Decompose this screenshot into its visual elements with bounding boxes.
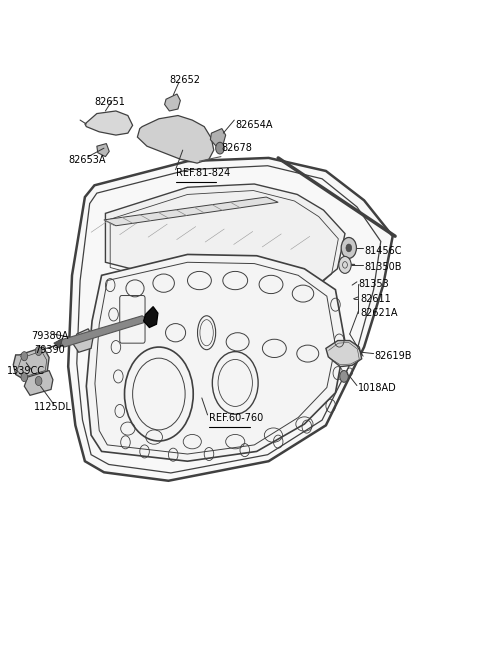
Text: 1018AD: 1018AD bbox=[359, 383, 397, 392]
Text: 1339CC: 1339CC bbox=[7, 366, 45, 376]
Circle shape bbox=[35, 377, 42, 386]
Polygon shape bbox=[59, 316, 149, 347]
Polygon shape bbox=[326, 341, 362, 367]
Text: REF.60-760: REF.60-760 bbox=[209, 413, 263, 422]
Polygon shape bbox=[86, 254, 345, 461]
Circle shape bbox=[340, 371, 348, 383]
Circle shape bbox=[341, 238, 357, 258]
Text: 82654A: 82654A bbox=[235, 121, 273, 130]
Polygon shape bbox=[210, 128, 226, 146]
Polygon shape bbox=[54, 339, 62, 348]
Text: 82619B: 82619B bbox=[374, 351, 412, 361]
Circle shape bbox=[35, 346, 42, 356]
Polygon shape bbox=[165, 94, 180, 111]
Circle shape bbox=[346, 244, 352, 252]
Text: 82653A: 82653A bbox=[68, 155, 106, 165]
Polygon shape bbox=[97, 143, 109, 157]
Text: 81350B: 81350B bbox=[364, 263, 402, 272]
Text: 82678: 82678 bbox=[221, 143, 252, 153]
Polygon shape bbox=[85, 111, 132, 135]
Polygon shape bbox=[104, 197, 278, 226]
Text: 82652: 82652 bbox=[169, 75, 201, 84]
Circle shape bbox=[339, 256, 351, 273]
Text: 82651: 82651 bbox=[95, 98, 125, 107]
Text: 81353: 81353 bbox=[359, 279, 389, 289]
Text: 1125DL: 1125DL bbox=[34, 402, 72, 412]
Polygon shape bbox=[73, 329, 93, 352]
Circle shape bbox=[21, 352, 28, 361]
Polygon shape bbox=[24, 371, 53, 396]
Polygon shape bbox=[13, 347, 49, 380]
Polygon shape bbox=[137, 115, 214, 163]
Text: 81456C: 81456C bbox=[364, 246, 402, 255]
Circle shape bbox=[216, 142, 224, 154]
Polygon shape bbox=[144, 307, 158, 328]
Polygon shape bbox=[68, 158, 393, 481]
Polygon shape bbox=[106, 184, 345, 290]
Text: REF.81-824: REF.81-824 bbox=[176, 168, 230, 178]
Circle shape bbox=[21, 373, 28, 382]
Text: 82621A: 82621A bbox=[360, 308, 398, 318]
Text: 79380A: 79380A bbox=[31, 331, 68, 341]
Text: 79390: 79390 bbox=[34, 345, 65, 354]
Text: 82611: 82611 bbox=[360, 294, 391, 304]
